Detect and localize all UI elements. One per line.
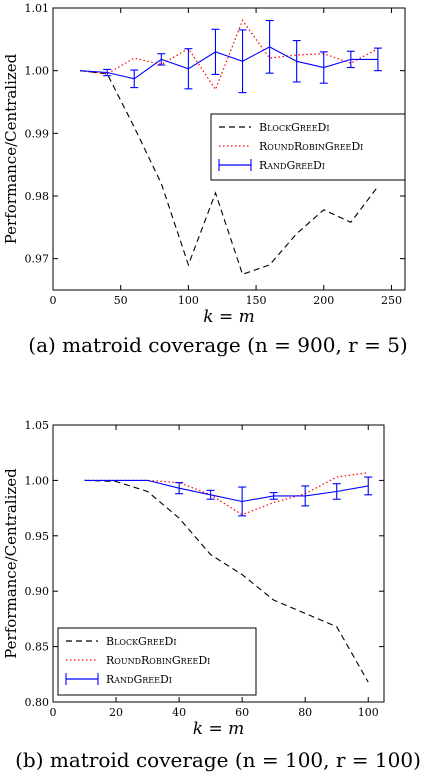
series-roundrobingreedi <box>80 19 379 91</box>
plot-area <box>80 19 382 276</box>
y-tick-label: 0.90 <box>25 585 50 598</box>
x-tick-label: 0 <box>50 294 57 307</box>
caption-a: (a) matroid coverage (n = 900, r = 5) <box>28 333 408 357</box>
legend: BlockGreeDi RoundRobinGreeDi RandGreeDi <box>210 113 406 181</box>
y-tick-label: 0.85 <box>25 641 50 654</box>
y-tick-label: 0.98 <box>25 190 50 203</box>
chart-b: 0 20 40 60 80 100 0.80 0.85 0.90 0.95 1.00 1.05 Perf… <box>2 419 385 739</box>
legend-label: RoundRobinGreeDi <box>259 140 363 153</box>
y-tick-label: 0.95 <box>25 530 50 543</box>
legend-label: RandGreeDi <box>106 673 172 686</box>
x-tick-label: 100 <box>358 706 379 719</box>
legend-label: RoundRobinGreeDi <box>106 654 210 667</box>
x-tick-label: 40 <box>172 706 186 719</box>
series-randgreedi <box>80 19 382 94</box>
series-blockgreedi <box>80 70 379 276</box>
series-line-blockgreedi <box>80 70 379 276</box>
y-axis-label: Performance/Centralized <box>2 468 20 659</box>
x-tick-label: 150 <box>246 294 267 307</box>
y-tick-label: 1.05 <box>25 419 50 432</box>
x-tick-label: 200 <box>313 294 334 307</box>
x-tick-label: 60 <box>235 706 249 719</box>
legend-label: BlockGreeDi <box>259 121 330 134</box>
x-tick-label: 250 <box>381 294 402 307</box>
legend-box <box>57 627 257 696</box>
series-line-roundrobingreedi <box>84 472 369 516</box>
legend-box <box>210 113 406 181</box>
series-line-randgreedi <box>84 479 369 503</box>
series-line-randgreedi <box>80 46 378 80</box>
plot-area <box>84 472 373 683</box>
y-tick-label: 1.00 <box>25 474 50 487</box>
plot-frame <box>52 424 385 703</box>
y-tick-label: 0.97 <box>25 253 50 266</box>
x-tick-label: 0 <box>50 706 57 719</box>
y-tick-label: 1.01 <box>25 2 50 15</box>
series-roundrobingreedi <box>84 472 369 516</box>
y-tick-label: 0.80 <box>25 696 50 709</box>
y-axis-label: Performance/Centralized <box>2 53 20 244</box>
caption-b: (b) matroid coverage (n = 100, r = 100) <box>15 748 421 772</box>
x-axis-label: k = m <box>193 719 244 739</box>
series-randgreedi <box>84 476 373 517</box>
y-tick-label: 1.00 <box>25 65 50 78</box>
y-tick-label: 0.99 <box>25 127 50 140</box>
legend-label: RandGreeDi <box>259 159 325 172</box>
chart-a: 0 50 100 150 200 250 0.97 0.98 0.99 1.00 1.01 Perfo… <box>2 2 406 327</box>
series-line-roundrobingreedi <box>80 19 379 91</box>
series-blockgreedi <box>84 479 369 683</box>
x-axis-label: k = m <box>203 307 254 327</box>
x-tick-label: 80 <box>298 706 312 719</box>
series-line-blockgreedi <box>84 479 369 683</box>
legend: BlockGreeDi RoundRobinGreeDi RandGreeDi <box>57 627 257 696</box>
x-tick-label: 100 <box>178 294 199 307</box>
x-tick-label: 50 <box>114 294 128 307</box>
x-tick-label: 20 <box>109 706 123 719</box>
legend-label: BlockGreeDi <box>106 635 177 648</box>
